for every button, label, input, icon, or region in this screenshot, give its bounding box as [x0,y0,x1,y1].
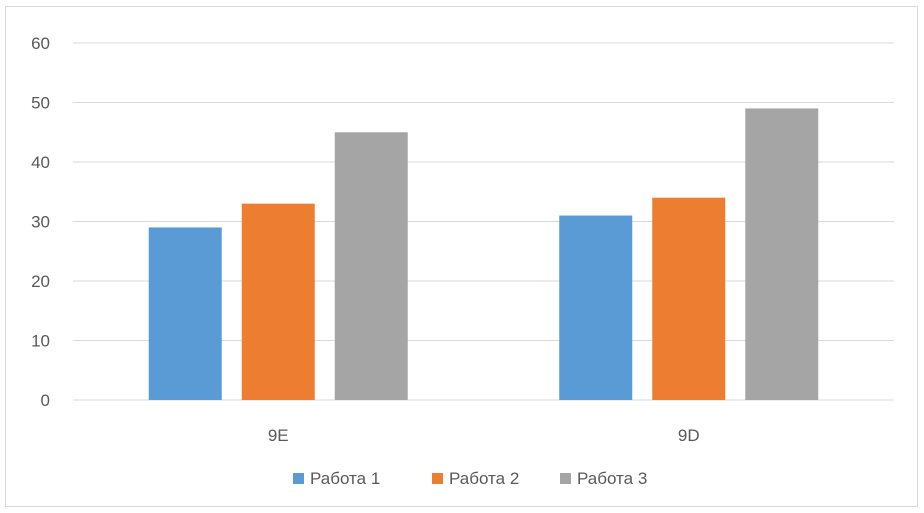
y-tick-label: 0 [41,391,50,410]
bar-3-9e [334,132,408,400]
bar-1-9d [559,215,633,400]
y-tick-label: 20 [31,272,50,291]
bar-2-9d [652,197,726,400]
x-axis-tick-labels: 9E 9D [268,426,700,445]
y-tick-label: 10 [31,332,50,351]
legend-label: Работа 3 [577,469,647,488]
x-tick-label: 9D [678,426,700,445]
y-tick-label: 40 [31,153,50,172]
legend-label: Работа 2 [449,469,519,488]
y-axis-tick-labels: 0 10 20 30 40 50 60 [31,34,50,410]
y-tick-label: 50 [31,94,50,113]
bars [148,108,819,400]
y-tick-label: 30 [31,213,50,232]
y-tick-label: 60 [31,34,50,53]
legend-label: Работа 1 [310,469,380,488]
legend-swatch [432,473,443,484]
x-tick-label: 9E [268,426,289,445]
bar-3-9d [745,108,819,400]
legend: Работа 1 Работа 2 Работа 3 [293,469,647,488]
bar-2-9e [241,203,315,400]
bar-1-9e [148,227,222,400]
legend-swatch [560,473,571,484]
legend-swatch [293,473,304,484]
